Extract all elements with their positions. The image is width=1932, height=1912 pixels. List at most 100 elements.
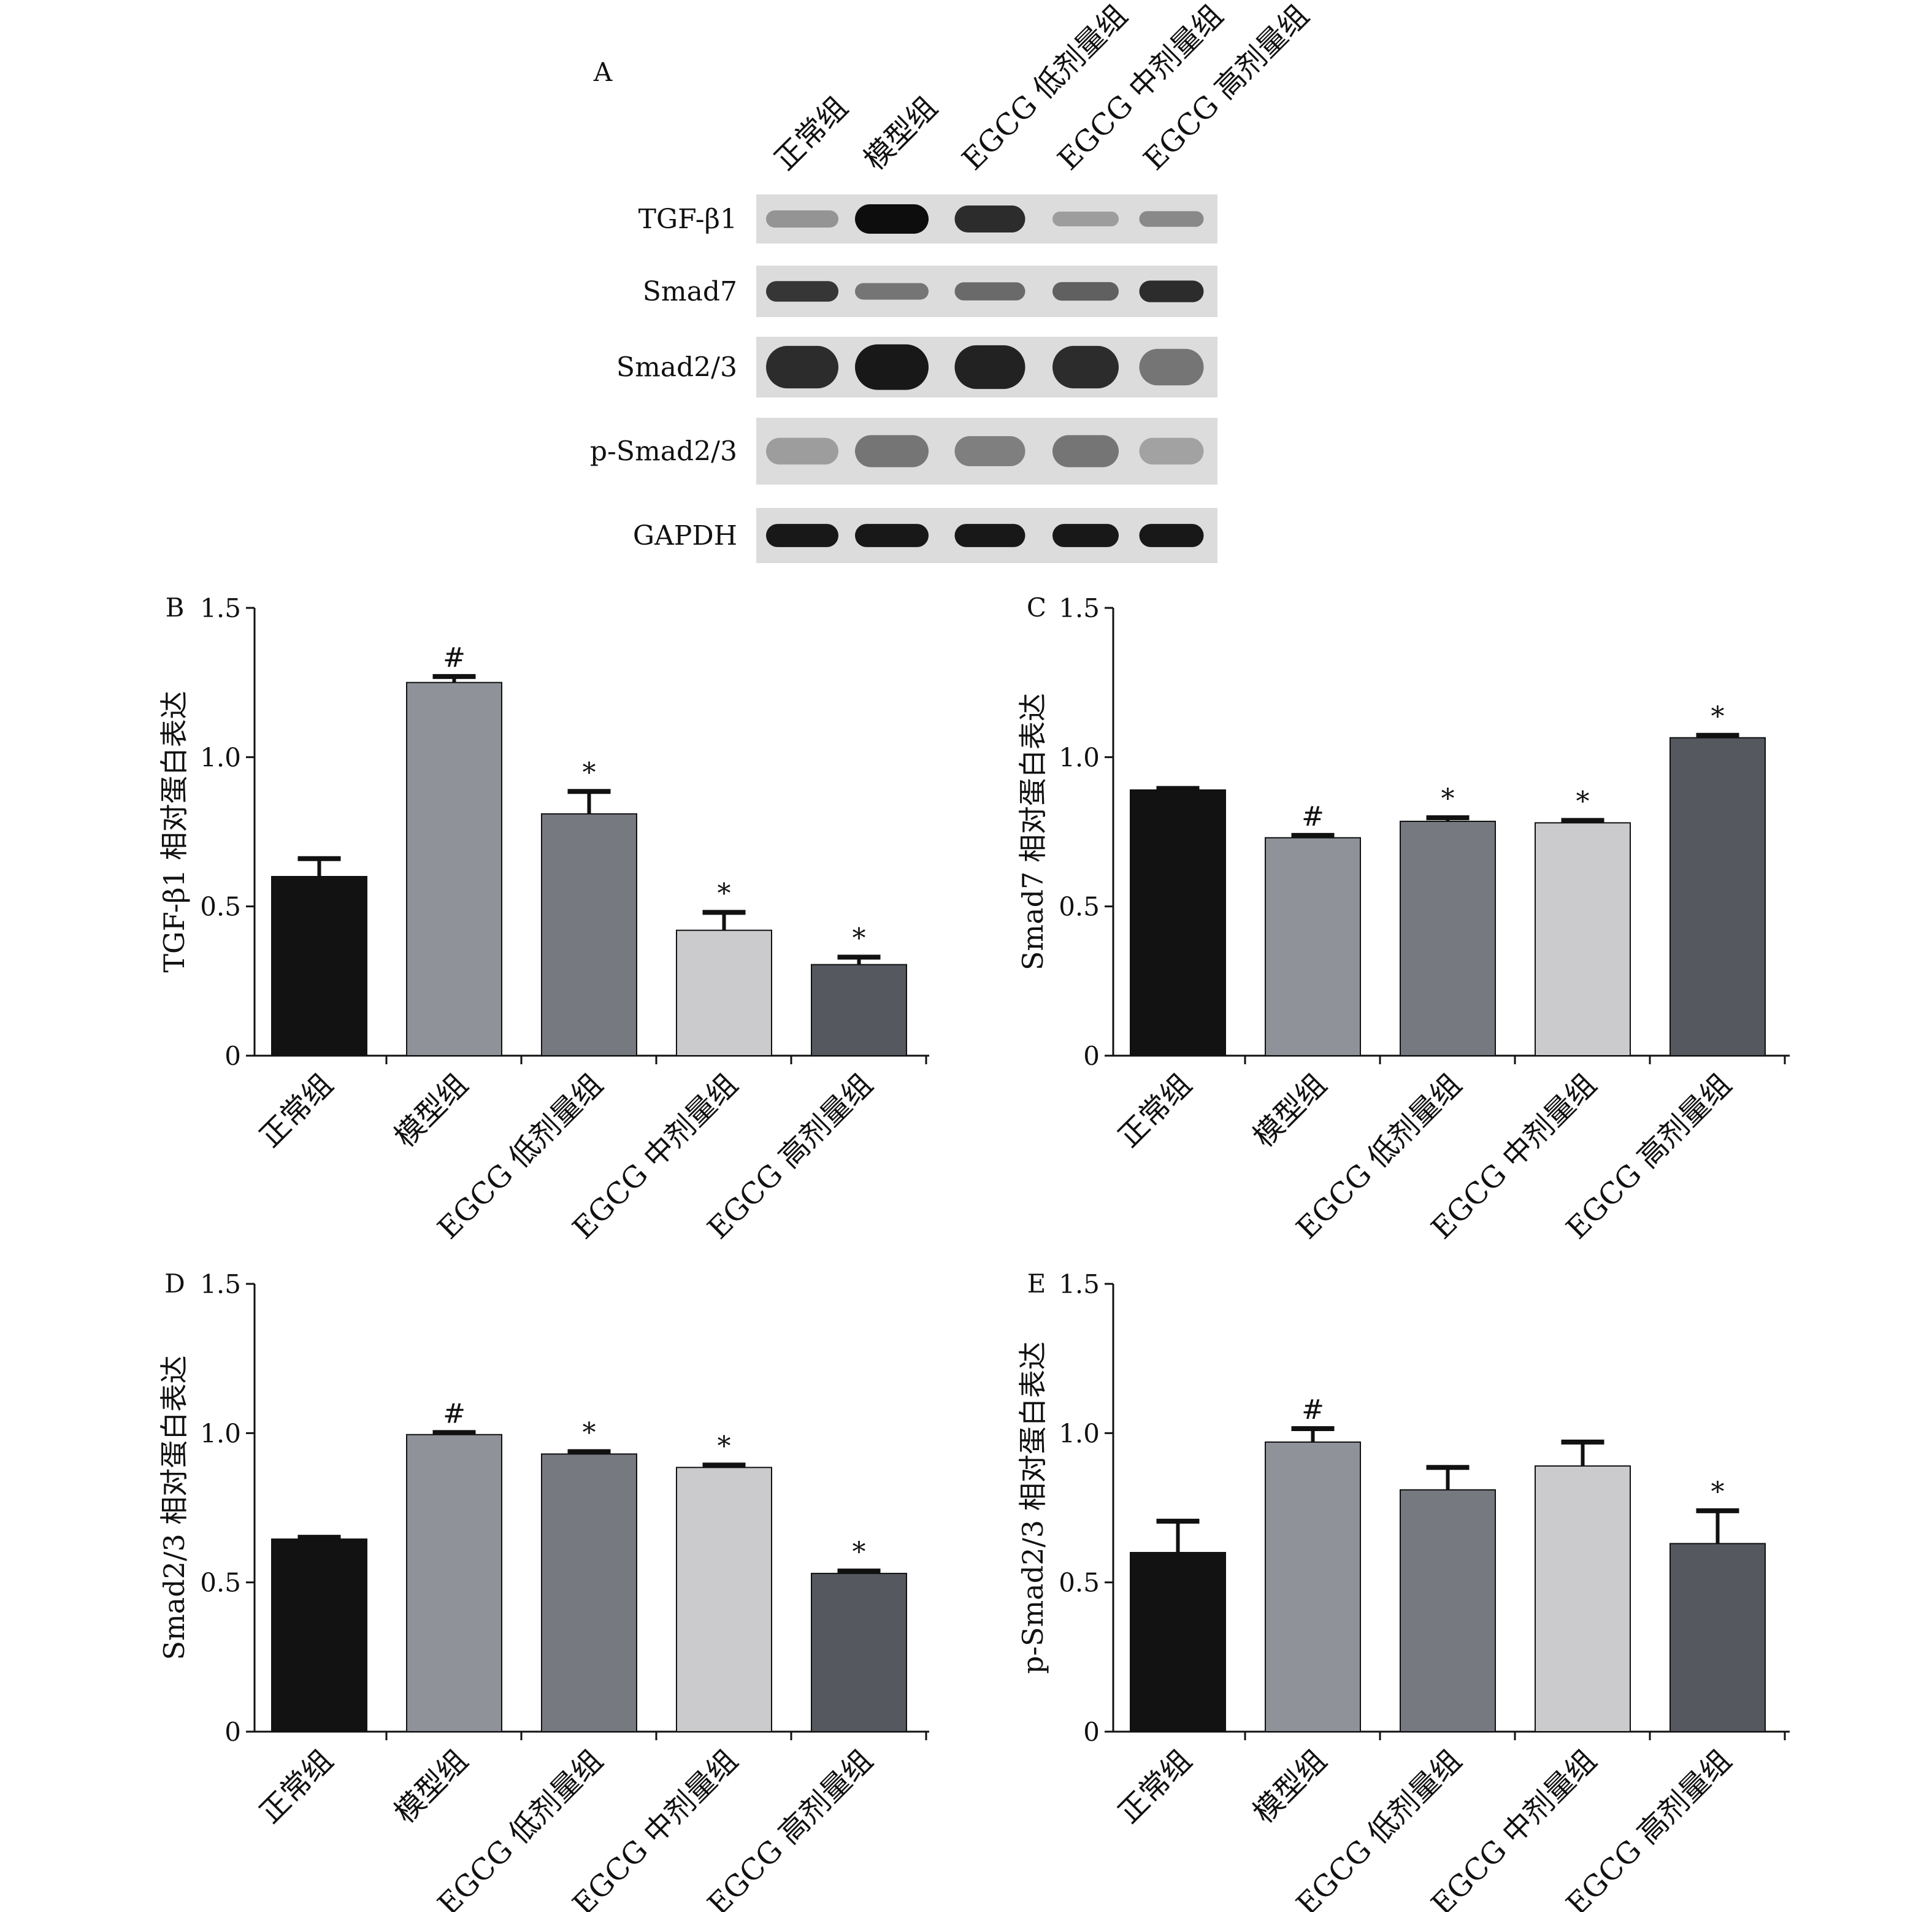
significance-mark: * xyxy=(1711,701,1725,732)
blot-band xyxy=(766,524,838,547)
bar xyxy=(811,964,907,1056)
significance-mark: * xyxy=(853,1537,866,1568)
x-tick-label: 正常组 xyxy=(1112,1067,1198,1154)
significance-mark: * xyxy=(1441,783,1455,815)
significance-mark: # xyxy=(443,642,466,674)
bar xyxy=(406,681,502,1056)
blot-band xyxy=(954,436,1025,467)
bar xyxy=(811,1573,907,1732)
panel-label: E xyxy=(1027,1269,1046,1299)
lane-label: 模型组 xyxy=(857,90,944,177)
blot-band xyxy=(954,282,1025,301)
x-tick-label: 模型组 xyxy=(1247,1067,1333,1154)
x-tick-label: 模型组 xyxy=(388,1067,475,1154)
x-tick-label: 模型组 xyxy=(1247,1743,1333,1830)
blot-band xyxy=(1139,280,1204,302)
y-tick-label: 0.5 xyxy=(1059,892,1100,922)
y-tick-label: 1.0 xyxy=(1059,742,1100,772)
bar xyxy=(1535,1465,1631,1733)
y-tick-label: 1.5 xyxy=(1059,1269,1100,1299)
significance-mark: * xyxy=(1711,1476,1725,1508)
blot-row-label: GAPDH xyxy=(633,520,737,551)
y-tick-label: 1.5 xyxy=(200,593,241,623)
significance-mark: # xyxy=(1301,1394,1324,1426)
blot-band xyxy=(954,205,1025,232)
x-tick-label: 正常组 xyxy=(253,1743,340,1830)
blot-row-label: TGF-β1 xyxy=(638,204,737,235)
lane-label: 正常组 xyxy=(768,90,854,177)
blot-band xyxy=(855,283,929,300)
y-tick-label: 0 xyxy=(224,1717,241,1747)
panel-label-a: A xyxy=(593,57,613,87)
significance-mark: * xyxy=(718,878,731,909)
blot-band xyxy=(954,524,1025,547)
significance-mark: * xyxy=(853,923,866,954)
significance-mark: # xyxy=(1301,801,1324,832)
bar xyxy=(1130,1552,1226,1732)
y-tick-label: 0.5 xyxy=(1059,1568,1100,1598)
y-tick-label: 0 xyxy=(1083,1717,1100,1747)
blot-band xyxy=(855,344,929,390)
y-axis-label: Smad2/3 相对蛋白表达 xyxy=(158,1356,191,1661)
significance-mark: # xyxy=(443,1398,466,1429)
blot-band xyxy=(1052,524,1119,547)
blot-band xyxy=(1052,212,1119,226)
y-tick-label: 1.5 xyxy=(200,1269,241,1299)
y-tick-label: 0.5 xyxy=(200,1568,241,1598)
bar xyxy=(1400,1489,1496,1733)
bar xyxy=(541,813,637,1057)
blot-band xyxy=(855,524,929,547)
blot-band xyxy=(766,345,838,389)
bar xyxy=(406,1434,502,1732)
panel-label: B xyxy=(166,593,185,623)
blot-band xyxy=(1052,282,1119,301)
bar xyxy=(1535,822,1631,1057)
blot-band xyxy=(1139,211,1204,227)
panel-label: C xyxy=(1027,593,1046,623)
blot-band xyxy=(766,281,838,302)
bar xyxy=(1669,737,1766,1056)
y-tick-label: 0.5 xyxy=(200,892,241,922)
bar xyxy=(1265,837,1361,1056)
bar xyxy=(271,876,367,1056)
x-tick-label: 正常组 xyxy=(1112,1743,1198,1830)
y-axis-label: TGF-β1 相对蛋白表达 xyxy=(158,691,191,972)
blot-band xyxy=(1139,437,1204,465)
blot-strip xyxy=(756,418,1217,485)
x-tick-label: 正常组 xyxy=(253,1067,340,1154)
blot-band xyxy=(855,435,929,467)
blot-row-label: Smad2/3 xyxy=(616,352,737,383)
significance-mark: * xyxy=(1576,786,1590,818)
y-axis-label: Smad7 相对蛋白表达 xyxy=(1016,693,1049,970)
y-tick-label: 1.0 xyxy=(200,1418,241,1448)
bar xyxy=(1400,820,1496,1056)
blot-band xyxy=(1052,345,1119,389)
blot-band xyxy=(1052,435,1119,467)
blot-band xyxy=(855,204,929,234)
bar xyxy=(271,1538,367,1733)
blot-row-label: Smad7 xyxy=(643,276,737,307)
lane-label: EGCG 低剂量组 xyxy=(956,0,1134,177)
y-tick-label: 0 xyxy=(1083,1041,1100,1071)
blot-band xyxy=(954,345,1025,390)
y-tick-label: 1.0 xyxy=(200,742,241,772)
significance-mark: * xyxy=(583,1418,596,1449)
blot-band xyxy=(1139,348,1204,386)
blot-band xyxy=(766,437,838,465)
x-tick-label: 模型组 xyxy=(388,1743,475,1830)
bar xyxy=(676,1467,772,1733)
y-tick-label: 1.5 xyxy=(1059,593,1100,623)
panel-label: D xyxy=(164,1269,185,1299)
bar xyxy=(676,929,772,1056)
significance-mark: * xyxy=(583,757,596,788)
blot-band xyxy=(1139,524,1204,547)
y-axis-label: p-Smad2/3 相对蛋白表达 xyxy=(1016,1342,1049,1674)
y-tick-label: 1.0 xyxy=(1059,1418,1100,1448)
bar xyxy=(1669,1543,1766,1732)
bar xyxy=(541,1453,637,1732)
